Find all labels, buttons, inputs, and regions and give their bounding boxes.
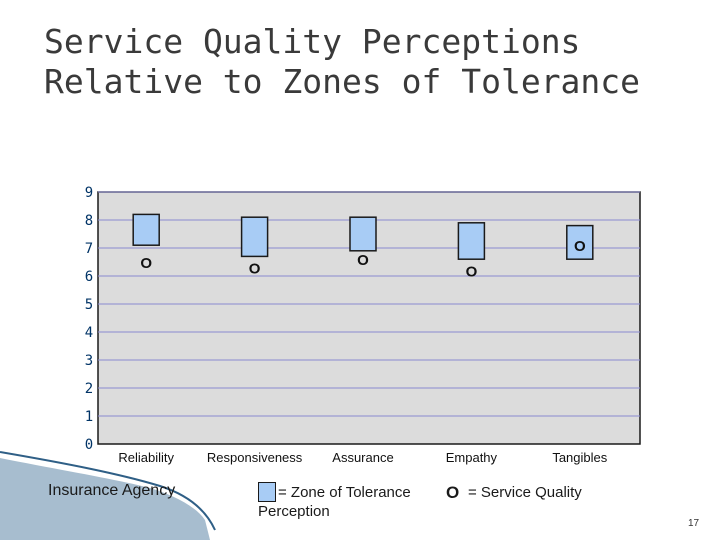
- perception-marker: O: [249, 261, 261, 278]
- zone-bar: [457, 222, 486, 260]
- page-number: 17: [688, 518, 700, 529]
- decorative-swoosh-line: [0, 451, 216, 531]
- y-tick-label: 7: [85, 241, 93, 257]
- legend-perception-marker: O: [446, 483, 460, 502]
- y-tick-label: 5: [85, 297, 93, 313]
- perception-marker: O: [574, 238, 586, 255]
- x-tick-label: Assurance: [332, 450, 393, 465]
- perception-marker: O: [140, 255, 152, 272]
- x-tick-label: Tangibles: [552, 450, 607, 465]
- x-tick-label: Empathy: [446, 450, 498, 465]
- y-tick-label: 0: [85, 437, 93, 453]
- zone-bar: [132, 213, 160, 246]
- y-tick-label: 4: [85, 325, 93, 341]
- perception-markers: O O O O O: [140, 238, 586, 280]
- y-tick-label: 9: [85, 185, 93, 201]
- x-tick-label: Reliability: [118, 450, 174, 465]
- x-tick-label: Responsiveness: [207, 450, 303, 465]
- legend-perception-label: = Service Quality: [468, 484, 582, 501]
- y-tick-label: 6: [85, 269, 93, 285]
- zone-bar: [349, 216, 377, 252]
- agency-label: Insurance Agency: [48, 482, 176, 499]
- slide-title: Service Quality Perceptions Relative to …: [44, 22, 641, 101]
- legend-zone-label: = Zone of Tolerance: [278, 484, 411, 501]
- y-axis-ticks: 0 1 2 3 4 5 6 7 8 9: [85, 185, 93, 453]
- y-tick-label: 1: [85, 409, 93, 425]
- zone-bars: [132, 213, 594, 260]
- y-tick-label: 8: [85, 213, 93, 229]
- gridlines: [98, 191, 640, 417]
- perception-marker: O: [466, 263, 478, 280]
- x-axis-labels: Reliability Responsiveness Assurance Empath…: [118, 450, 607, 465]
- zone-bar: [566, 224, 594, 260]
- y-tick-label: 2: [85, 381, 93, 397]
- y-tick-label: 3: [85, 353, 93, 369]
- legend-zone-label-2: Perception: [258, 503, 330, 520]
- perception-marker: O: [357, 252, 369, 269]
- legend-zone-swatch: [258, 482, 276, 502]
- decorative-swoosh: [0, 458, 210, 540]
- zone-bar: [240, 216, 269, 258]
